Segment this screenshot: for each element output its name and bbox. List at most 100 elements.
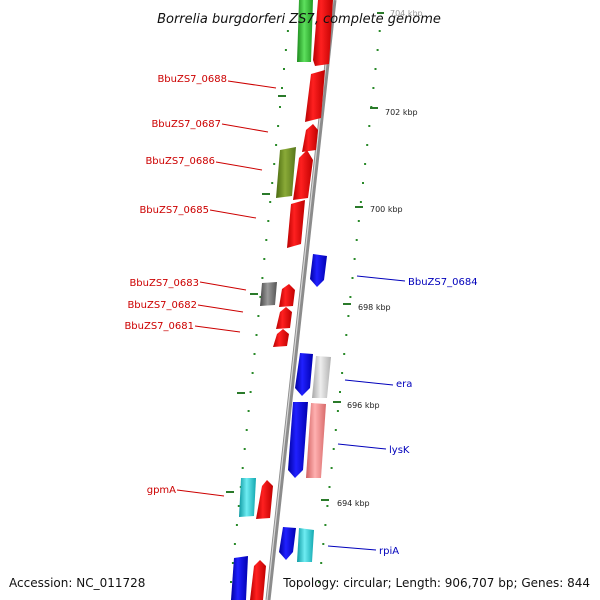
guide-dot <box>322 543 325 545</box>
gene-label: lysK <box>389 445 410 456</box>
gene-arrow <box>305 70 325 122</box>
guide-dot <box>269 201 272 203</box>
label-leaders <box>176 80 406 551</box>
guide-dot <box>235 524 238 526</box>
outer-guide-dots <box>230 30 289 583</box>
guide-dot <box>230 581 232 583</box>
guide-dot <box>251 372 254 374</box>
gene-arrow <box>260 282 277 306</box>
guide-dot <box>253 353 256 355</box>
guide-dot <box>366 144 369 146</box>
gene-arrow <box>295 353 313 396</box>
guide-dot <box>372 87 375 89</box>
guide-dot <box>283 68 285 70</box>
gene-arrow <box>279 527 296 560</box>
gene-label: rpiA <box>379 546 399 557</box>
guide-dot <box>275 144 278 146</box>
leader-line <box>209 209 257 219</box>
gene-label: BbuZS7_0681 <box>124 321 194 332</box>
guide-dot <box>243 448 246 450</box>
gene-label: BbuZS7_0685 <box>139 205 209 216</box>
gene-labels-left: BbuZS7_0688 BbuZS7_0687 BbuZS7_0686 BbuZ… <box>124 74 227 496</box>
guide-dot <box>374 68 377 70</box>
guide-dot <box>259 296 262 298</box>
leader-line <box>215 161 263 171</box>
guide-dot <box>351 277 354 279</box>
guide-dot <box>328 486 331 488</box>
guide-dot <box>271 182 274 184</box>
tick-label: 704 kbp <box>390 9 423 18</box>
guide-dot <box>334 429 337 431</box>
gene-arrow <box>312 356 331 398</box>
guide-dot <box>247 410 250 412</box>
guide-dot <box>241 467 244 469</box>
guide-dot <box>345 334 348 336</box>
guide-dot <box>378 30 381 32</box>
guide-dot <box>320 562 323 564</box>
leader-line <box>344 379 394 386</box>
gene-arrow <box>287 200 305 248</box>
guide-dot <box>318 581 321 583</box>
tick-label: 696 kbp <box>347 401 380 410</box>
guide-dot <box>330 467 333 469</box>
gene-label: BbuZS7_0682 <box>127 300 197 311</box>
guide-dot <box>357 220 360 222</box>
guide-dot <box>286 30 289 32</box>
gene-arrow <box>279 284 295 307</box>
gene-arrow <box>297 528 314 562</box>
gene-arrow <box>256 480 273 519</box>
guide-dot <box>362 182 364 184</box>
guide-dot <box>281 87 283 89</box>
guide-dot <box>284 49 287 51</box>
leader-line <box>327 545 377 551</box>
gene-label: gpmA <box>147 485 176 496</box>
guide-dot <box>237 505 240 507</box>
leader-line <box>197 304 244 313</box>
guide-dot <box>233 543 236 545</box>
guide-dot <box>332 448 335 450</box>
gene-arrow <box>302 124 318 152</box>
guide-dot <box>368 125 371 127</box>
leader-line <box>221 123 269 133</box>
genome-backbone <box>265 0 337 600</box>
gene-arrow <box>239 478 256 517</box>
guide-dot <box>245 429 248 431</box>
gene-label: era <box>396 379 412 390</box>
guide-dot <box>279 106 281 108</box>
guide-dot <box>339 391 341 393</box>
guide-dot <box>355 239 358 241</box>
gene-track-right <box>279 254 331 562</box>
gene-label: BbuZS7_0688 <box>157 74 227 85</box>
leader-line <box>176 489 225 497</box>
leader-line <box>356 275 406 282</box>
guide-dot <box>326 505 329 507</box>
gene-labels-right: BbuZS7_0684 era lysK rpiA <box>379 277 478 557</box>
gene-arrow <box>313 0 333 66</box>
guide-dot <box>277 125 280 127</box>
gene-arrow <box>231 556 248 600</box>
guide-dot <box>341 372 344 374</box>
gene-arrow <box>297 0 313 62</box>
guide-dot <box>376 49 379 51</box>
guide-dot <box>349 296 352 298</box>
guide-dot <box>353 258 356 260</box>
accession-label: Accession: NC_011728 <box>9 576 145 590</box>
summary-label: Topology: circular; Length: 906,707 bp; … <box>282 576 590 590</box>
guide-dot <box>255 334 258 336</box>
gene-track-left <box>231 0 333 600</box>
gene-arrow <box>306 403 326 478</box>
guide-dot <box>364 163 367 165</box>
guide-dot <box>324 524 327 526</box>
guide-dot <box>336 410 339 412</box>
guide-dot <box>263 258 266 260</box>
guide-dot <box>249 391 252 393</box>
inner-guide-dots <box>318 30 381 583</box>
guide-dot <box>343 353 346 355</box>
guide-dot <box>273 163 276 165</box>
gene-label: BbuZS7_0686 <box>145 156 215 167</box>
gene-label: BbuZS7_0684 <box>408 277 478 288</box>
tick-label: 700 kbp <box>370 205 403 214</box>
leader-line <box>227 80 277 89</box>
tick-label: 694 kbp <box>337 499 370 508</box>
